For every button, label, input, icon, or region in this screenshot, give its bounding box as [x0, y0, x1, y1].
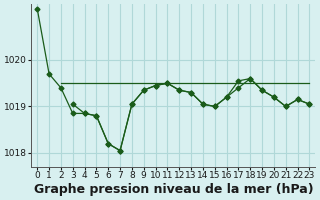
X-axis label: Graphe pression niveau de la mer (hPa): Graphe pression niveau de la mer (hPa): [34, 183, 313, 196]
